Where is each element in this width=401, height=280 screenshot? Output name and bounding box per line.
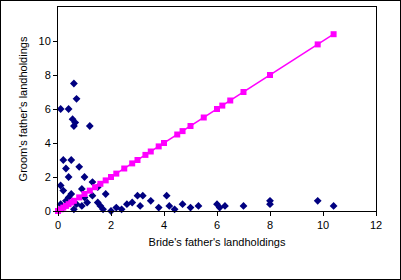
svg-text:0: 0 (55, 219, 61, 231)
svg-text:2: 2 (45, 171, 51, 183)
svg-text:6: 6 (45, 103, 51, 115)
svg-text:Bride's father's landholdings: Bride's father's landholdings (149, 236, 286, 248)
svg-text:2: 2 (108, 219, 114, 231)
svg-text:4: 4 (161, 219, 167, 231)
svg-text:0: 0 (45, 205, 51, 217)
svg-text:10: 10 (317, 219, 329, 231)
svg-text:8: 8 (267, 219, 273, 231)
svg-text:4: 4 (45, 137, 51, 149)
svg-text:6: 6 (214, 219, 220, 231)
svg-text:10: 10 (39, 35, 51, 47)
svg-text:8: 8 (45, 69, 51, 81)
svg-text:12: 12 (370, 219, 382, 231)
svg-text:Groom's father's landholdings: Groom's father's landholdings (17, 36, 29, 181)
